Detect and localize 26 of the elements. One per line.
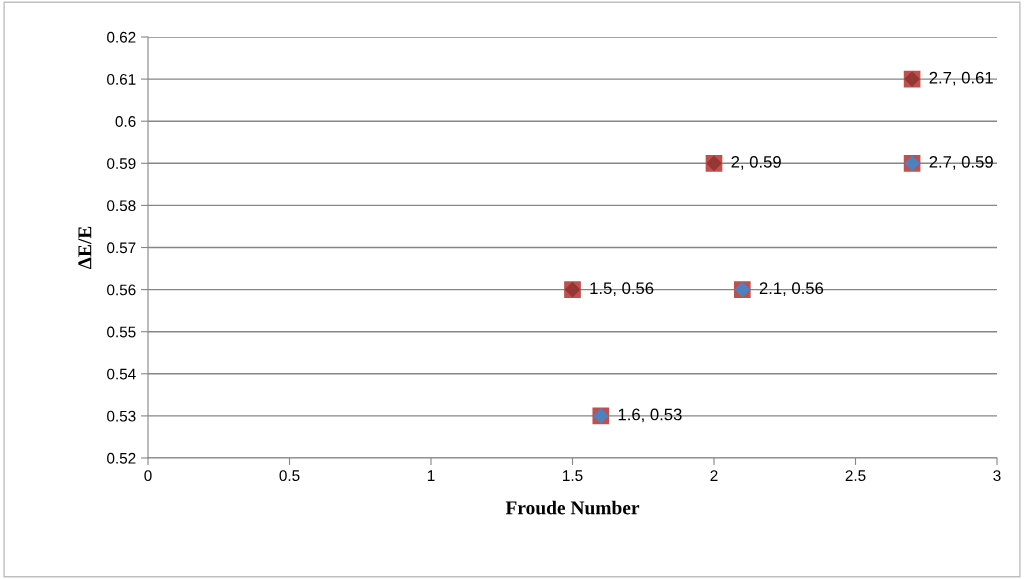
y-axis-title: ΔE/E [78,226,92,269]
y-tick-label: 0.62 [107,31,136,43]
x-tick-label: 0 [144,470,152,482]
data-label: 2.7, 0.59 [929,155,993,170]
y-tick-label: 0.58 [107,200,136,212]
y-tick-label: 0.56 [107,284,136,296]
x-tick-label: 1.5 [563,470,583,482]
y-tick-label: 0.53 [107,410,136,422]
data-label: 2.1, 0.56 [759,282,824,297]
x-axis-title: Froude Number [505,500,640,515]
y-tick-label: 0.54 [107,368,136,380]
x-tick-label: 2 [710,470,718,481]
y-tick-label: 0.59 [107,158,136,169]
y-tick-label: 0.57 [107,242,136,254]
x-tick-label: 2.5 [845,470,866,482]
y-tick-label: 0.6 [115,116,136,127]
x-tick-label: 0.5 [279,470,300,482]
data-label: 1.5, 0.56 [590,282,654,297]
data-label: 2, 0.59 [731,155,781,170]
data-label: 2.7, 0.61 [929,71,993,86]
y-tick-label: 0.55 [107,326,136,338]
x-tick-label: 1 [427,470,435,481]
x-tick-label: 3 [993,470,1001,482]
y-tick-label: 0.52 [107,452,136,464]
data-label: 1.6, 0.53 [618,408,682,423]
y-tick-label: 0.61 [107,73,136,85]
